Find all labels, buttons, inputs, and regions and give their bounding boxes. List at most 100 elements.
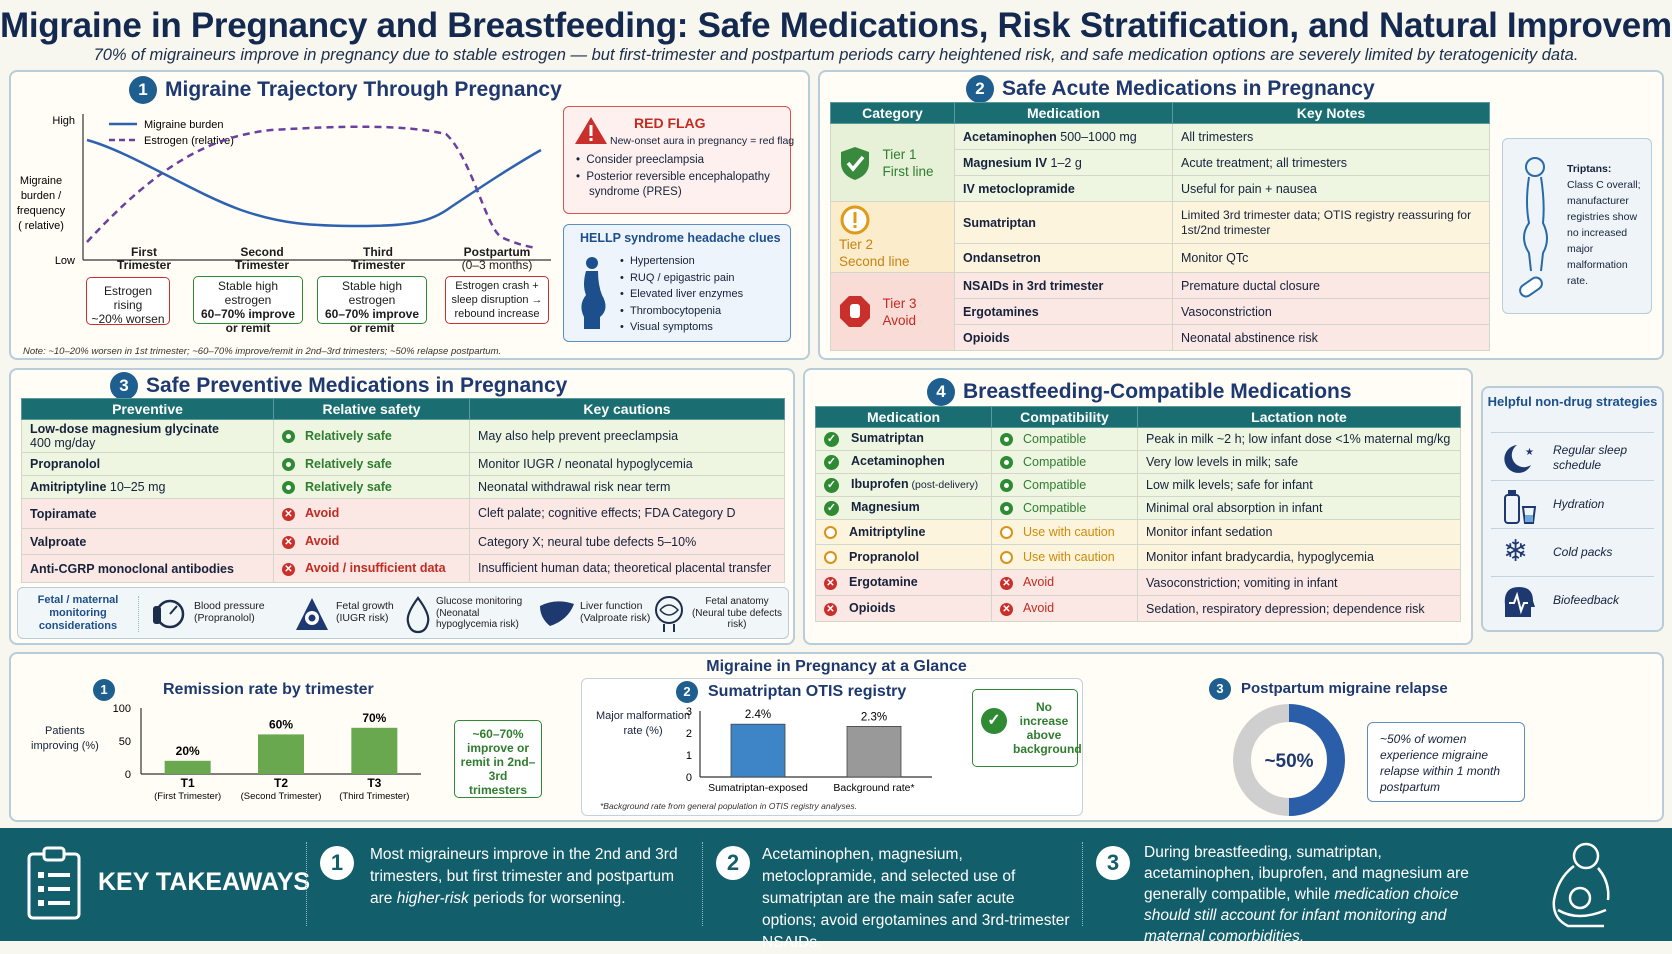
stage-box-4: Estrogen crash + sleep disruption → reboun… bbox=[445, 276, 549, 324]
check-icon: ✓ bbox=[824, 431, 839, 447]
bar bbox=[164, 760, 211, 774]
monitor-item-4: Liver function (Valproate risk) bbox=[580, 600, 651, 624]
water-bottle-icon bbox=[1504, 490, 1537, 524]
y-axis-label-3: frequency bbox=[17, 205, 66, 217]
chart-title: Postpartum migraine relapse bbox=[1241, 679, 1448, 697]
bar-value-label: 20% bbox=[176, 744, 200, 758]
avoid-x-icon: ✕ bbox=[282, 535, 295, 549]
clipboard-checklist-icon bbox=[27, 846, 81, 920]
x-tick-label: T2 bbox=[274, 776, 288, 790]
tier-sublabel: First line bbox=[882, 163, 934, 179]
col-header: Preventive bbox=[21, 398, 274, 420]
compatible-icon bbox=[1000, 433, 1013, 447]
bar-value-label: 2.4% bbox=[745, 709, 771, 721]
table-row: Ergotamines Vasoconstriction bbox=[831, 298, 1490, 325]
med-cell: Ondansetron bbox=[954, 243, 1173, 273]
safe-status-icon bbox=[282, 481, 295, 495]
remission-chart-title: 1 Remission rate by trimester bbox=[93, 679, 374, 701]
compatible-icon bbox=[1000, 479, 1013, 493]
caution-ring-icon bbox=[1000, 526, 1013, 540]
safety-cell: Relatively safe bbox=[273, 475, 470, 499]
strategy-item: ★ Regular sleep schedule bbox=[1491, 432, 1654, 480]
section-number: 3 bbox=[110, 372, 138, 400]
safe-status-icon bbox=[282, 458, 295, 472]
hellp-list: • Hypertension • RUQ / epigastric pain •… bbox=[620, 253, 743, 336]
otis-y-label: Major malformation rate (%) bbox=[596, 710, 691, 737]
lactation-note: Low milk levels; safe for infant bbox=[1137, 473, 1461, 497]
med-cell: ✓ Sumatriptan bbox=[815, 427, 992, 451]
x-tick-sublabel: (Second Trimester) bbox=[241, 791, 322, 802]
x-tick-sublabel: (Third Trimester) bbox=[339, 791, 409, 802]
page-subtitle: 70% of migraineurs improve in pregnancy … bbox=[93, 46, 1579, 64]
tier-label: Tier 1 bbox=[882, 146, 917, 162]
avoid-x-icon: ✕ bbox=[282, 562, 295, 576]
table-row: ✓ Ibuprofen (post-delivery) Compatible Lo… bbox=[815, 473, 1461, 497]
table-row: Propranolol Use with caution Monitor inf… bbox=[815, 544, 1461, 570]
red-flag-list: • Consider preeclampsia • Posterior reve… bbox=[576, 153, 781, 200]
glance-panel: Migraine in Pregnancy at a Glance 1 Remis… bbox=[9, 652, 1664, 822]
remission-chart-card: 1 Remission rate by trimester Patients imp… bbox=[11, 674, 571, 820]
caution-cell: Category X; neural tube defects 5–10% bbox=[469, 528, 785, 555]
monitor-item-3: Glucose monitoring (Neonatal hypoglycemia… bbox=[436, 596, 523, 630]
med-cell: Ergotamines bbox=[954, 298, 1173, 325]
hellp-item: • Visual symptoms bbox=[620, 321, 713, 333]
med-cell: ✕ Opioids bbox=[815, 595, 992, 622]
takeaway-number: 2 bbox=[716, 846, 750, 880]
strategy-label: Cold packs bbox=[1553, 545, 1613, 559]
page-title: Migraine in Pregnancy and Breastfeeding:… bbox=[0, 6, 1672, 45]
table-row: ✕ Opioids ✕ Avoid Sedation, respiratory de… bbox=[815, 595, 1461, 622]
monitoring-strip: Fetal / maternal monitoring consideratio… bbox=[17, 587, 789, 639]
med-cell: Amitriptyline bbox=[815, 519, 992, 545]
med-cell: NSAIDs in 3rd trimester bbox=[954, 272, 1173, 299]
donut-slice bbox=[1233, 704, 1290, 816]
red-flag-box: RED FLAG New-onset aura in pregnancy = r… bbox=[563, 106, 794, 214]
med-cell: ✓ Acetaminophen bbox=[815, 450, 992, 474]
strategy-item: ❄ Cold packs bbox=[1491, 528, 1654, 576]
tier-label: Tier 3 bbox=[882, 295, 917, 311]
breastfeeding-table: Medication Compatibility Lactation note … bbox=[815, 406, 1461, 622]
stage-label-2: Second Trimester bbox=[234, 245, 290, 272]
takeaway-text-3: During breastfeeding, sumatriptan, aceta… bbox=[1144, 844, 1469, 945]
chart-number: 1 bbox=[93, 679, 115, 701]
x-tick-label: T3 bbox=[367, 776, 381, 790]
compat-cell: Use with caution bbox=[991, 544, 1138, 570]
stage-box-3: Stable high estrogen 60–70% improve or rem… bbox=[317, 276, 427, 335]
table-row: Low-dose magnesium glycinate 400 mg/day R… bbox=[21, 419, 785, 453]
avoid-x-icon: ✕ bbox=[1000, 576, 1013, 590]
y-tick-label: 100 bbox=[113, 703, 131, 715]
bar-value-label: 2.3% bbox=[861, 711, 887, 723]
triptan-side-box: Triptans: Class C overall; manufacturer re… bbox=[1502, 138, 1652, 314]
table-header-row: Category Medication Key Notes bbox=[830, 102, 1490, 124]
preventive-meds-title: 3 Safe Preventive Medications in Pregnanc… bbox=[110, 372, 567, 400]
section-title: Safe Preventive Medications in Pregnancy bbox=[146, 374, 568, 397]
avoid-x-icon: ✕ bbox=[1000, 602, 1013, 616]
caution-cell: Insufficient human data; theoretical pla… bbox=[469, 554, 785, 583]
check-icon: ✓ bbox=[981, 708, 1007, 734]
monitor-item-2: Fetal growth (IUGR risk) bbox=[336, 600, 394, 624]
strategy-item: Hydration bbox=[1491, 480, 1654, 528]
burden-curve bbox=[86, 138, 542, 228]
breastfeeding-mother-icon bbox=[1552, 842, 1610, 928]
bar-value-label: 70% bbox=[362, 711, 386, 725]
key-takeaways-bar: KEY TAKEAWAYS 1 Most migraineurs improve… bbox=[0, 828, 1672, 951]
col-header: Category bbox=[830, 102, 955, 124]
check-icon: ✓ bbox=[824, 454, 839, 470]
remission-bar-chart: 0 50 100 20% T1(First Trimester) 60% T2(Second… bbox=[113, 703, 421, 802]
shield-check-icon bbox=[841, 146, 869, 180]
lactation-note: Peak in milk ~2 h; low infant dose <1% m… bbox=[1137, 427, 1461, 451]
monitor-item-5: Fetal anatomy (Neural tube defects risk) bbox=[691, 596, 783, 630]
y-tick-label: 0 bbox=[125, 769, 131, 781]
table-row: ✓ Sumatriptan Compatible Peak in milk ~2 … bbox=[815, 427, 1461, 451]
note-cell: Acute treatment; all trimesters bbox=[1172, 149, 1490, 176]
med-cell: IV metoclopramide bbox=[954, 175, 1173, 202]
liver-icon bbox=[540, 601, 574, 626]
y-tick-label: 2 bbox=[686, 728, 692, 740]
hellp-box: HELLP syndrome headache clues • Hyperten… bbox=[563, 224, 791, 342]
table-row: Amitriptyline Use with caution Monitor i… bbox=[815, 519, 1461, 545]
y-axis-label-1: Migraine bbox=[20, 175, 62, 187]
tier-label: Tier 2 bbox=[839, 237, 874, 252]
section-title: Safe Acute Medications in Pregnancy bbox=[1002, 77, 1375, 100]
col-header: Relative safety bbox=[273, 398, 470, 420]
key-takeaways-title: KEY TAKEAWAYS bbox=[98, 868, 311, 896]
bar bbox=[258, 734, 304, 774]
